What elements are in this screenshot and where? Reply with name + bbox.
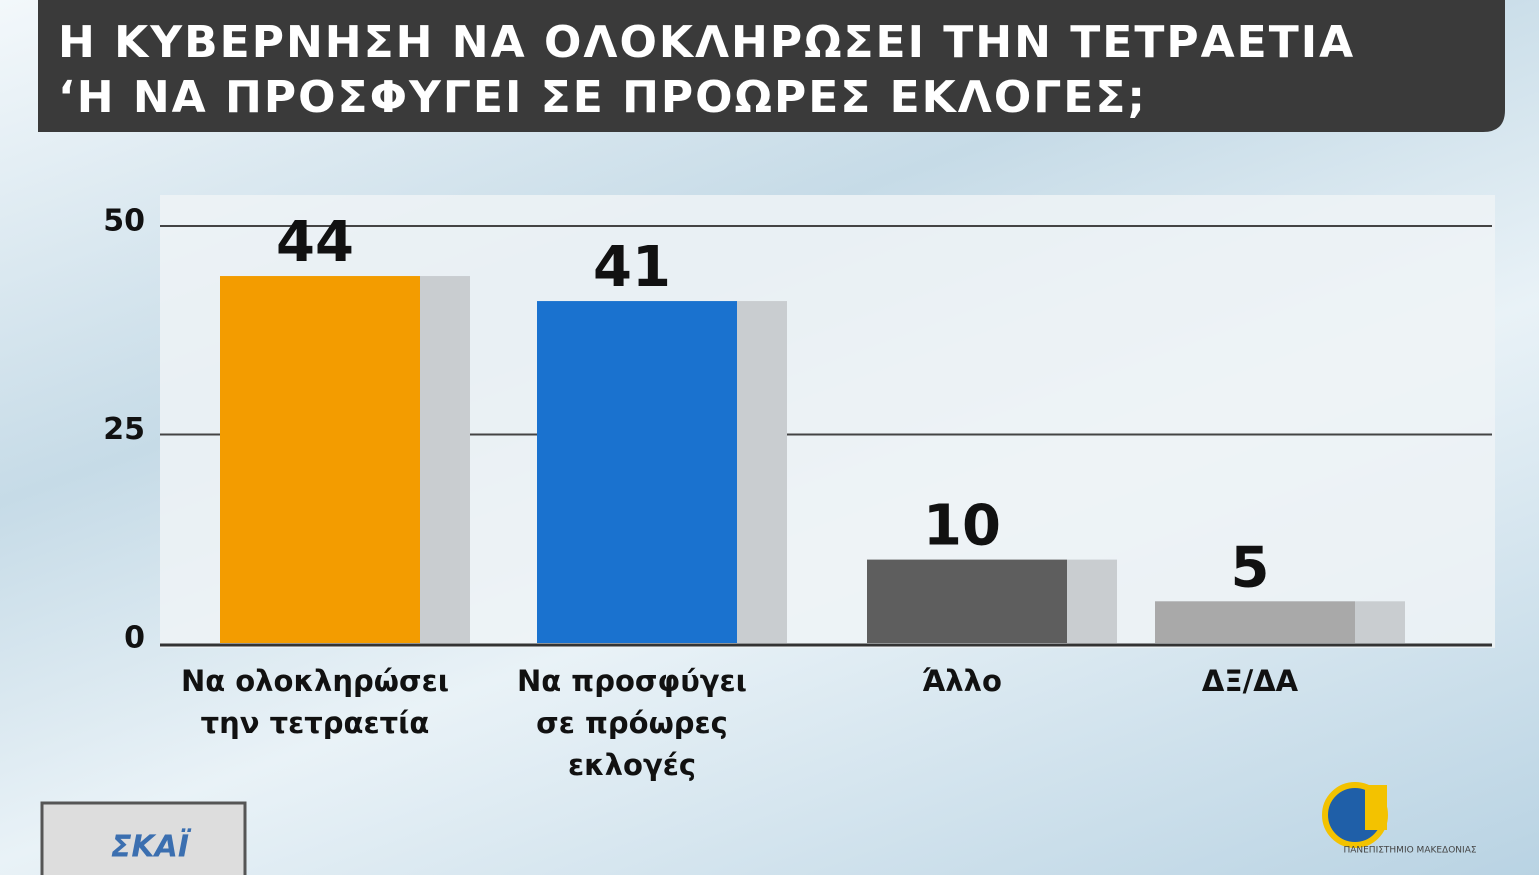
y-tick-label: 25 [103, 412, 145, 447]
university-logo [1365, 785, 1387, 830]
x-tick-label: Να ολοκληρώσει την τετραετία [180, 664, 450, 740]
bar-shadow [420, 276, 470, 643]
x-tick-label: Να προσφύγει σε πρόωρες εκλογές [517, 664, 747, 782]
bar-shadow [1067, 559, 1117, 643]
bar-shadow [737, 301, 787, 643]
bar [220, 276, 420, 643]
bar [1155, 601, 1355, 643]
channel-logo-text: ΣΚΑΪ [111, 829, 192, 865]
y-tick-label: 0 [124, 621, 145, 656]
channel-logo [40, 801, 247, 875]
value-label: 5 [1231, 535, 1270, 600]
bar-shadow [1355, 601, 1405, 643]
value-label: 44 [276, 210, 354, 275]
title-band [38, 0, 1505, 132]
value-label: 10 [923, 494, 1001, 559]
value-label: 41 [593, 235, 671, 300]
bar [537, 301, 737, 643]
chart-title: Η ΚΥΒΕΡΝΗΣΗ ΝΑ ΟΛΟΚΛΗΡΩΣΕΙ ΤΗΝ ΤΕΤΡΑΕΤΙΑ [58, 17, 1355, 68]
y-tick-label: 50 [103, 204, 145, 239]
x-tick-label: Άλλο [922, 664, 1002, 698]
university-name: ΠΑΝΕΠΙΣΤΗΜΙΟ ΜΑΚΕΔΟΝΙΑΣ [1343, 846, 1476, 856]
bar [867, 559, 1067, 643]
x-tick-label: ΔΞ/ΔΑ [1201, 664, 1299, 698]
chart-title: ‘Η ΝΑ ΠΡΟΣΦΥΓΕΙ ΣΕ ΠΡΟΩΡΕΣ ΕΚΛΟΓΕΣ; [58, 72, 1147, 123]
